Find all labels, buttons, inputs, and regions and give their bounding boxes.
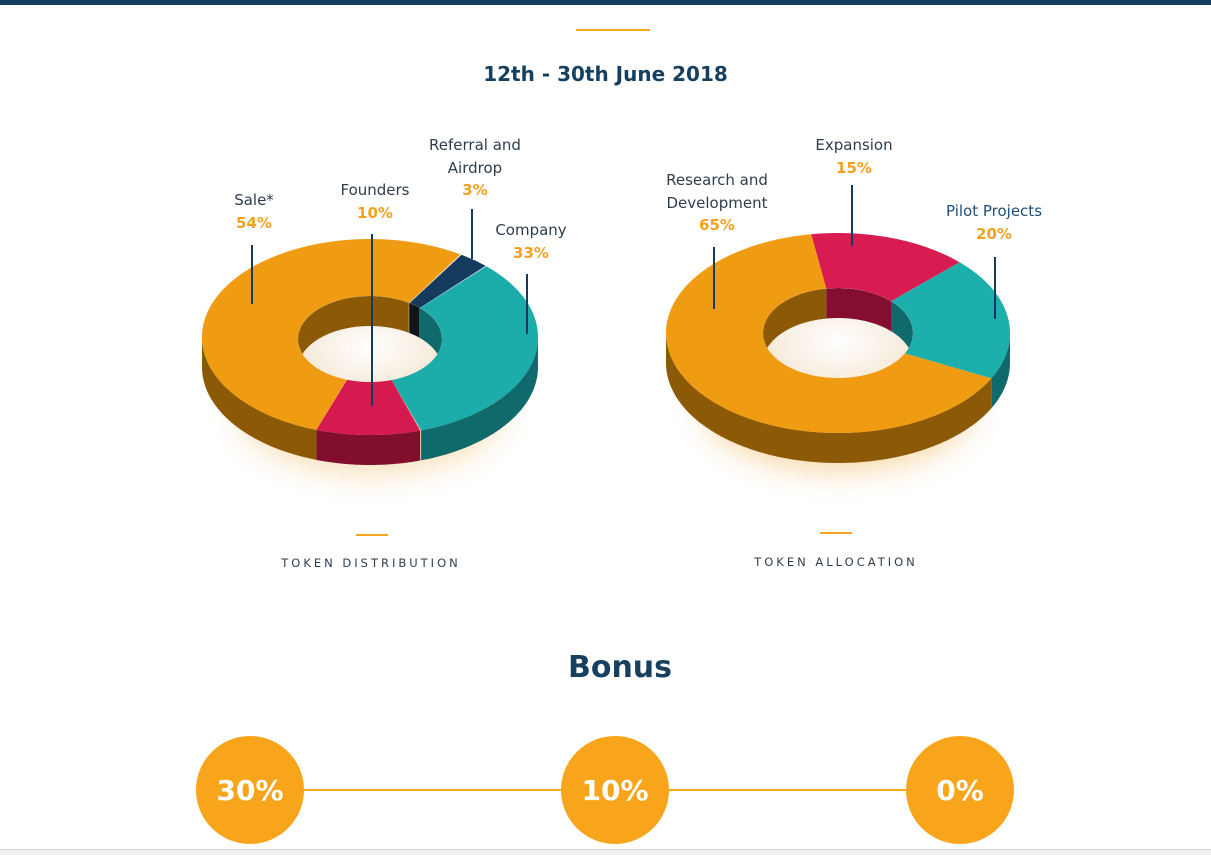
slice-name-line2: Airdrop [447, 158, 503, 177]
slice-side-research-and-development [666, 333, 992, 463]
slice-name: Founders [340, 181, 410, 199]
leader-lines [251, 185, 996, 406]
token-distribution-chart [202, 239, 538, 476]
slice-percent: 10% [357, 203, 393, 222]
token-allocation-chart [666, 233, 1010, 473]
slice-expansion[interactable] [811, 233, 960, 302]
date-range-title: 12th - 30th June 2018 [483, 62, 728, 86]
slice-percent: 15% [836, 158, 872, 177]
chart-caption: TOKEN DISTRIBUTION [281, 556, 461, 570]
slice-sale-[interactable] [202, 239, 461, 430]
slice-name: Company [495, 221, 567, 239]
footer-bar [0, 849, 1211, 855]
slice-founders[interactable] [316, 379, 421, 435]
slice-percent: 65% [699, 216, 735, 234]
slice-side-pilot-projects [991, 333, 1010, 409]
slice-company[interactable] [391, 266, 539, 431]
bonus-tier-1: 30% [196, 736, 304, 844]
slice-referral-and-airdrop[interactable] [409, 254, 486, 308]
label-founders: Founders 10% [340, 179, 409, 224]
slice-name: Sale* [234, 191, 274, 209]
label-pilot: Pilot Projects 20% [946, 200, 1042, 245]
slice-inner-wall [409, 302, 420, 338]
slice-name: Expansion [815, 136, 893, 154]
bonus-title: Bonus [567, 650, 673, 685]
donut-hole [763, 288, 913, 378]
slice-inner-wall [298, 296, 409, 369]
slice-inner-wall [419, 308, 442, 369]
label-research: Research and Development 65% [666, 169, 768, 237]
caption-accent-line [820, 532, 852, 534]
label-sale: Sale* 54% [234, 189, 274, 234]
chart-caption: TOKEN ALLOCATION [754, 555, 918, 569]
slice-side-sale- [202, 337, 317, 460]
slice-inner-wall [763, 288, 827, 363]
slice-percent: 54% [236, 213, 272, 232]
label-expansion: Expansion 15% [815, 134, 892, 179]
slice-name: Pilot Projects [945, 202, 1043, 220]
slice-percent: 3% [462, 181, 488, 199]
slice-name: Referral and [429, 136, 521, 154]
slice-percent: 33% [513, 243, 549, 262]
slice-research-and-development[interactable] [666, 234, 992, 433]
bonus-tier-2: 10% [561, 736, 669, 844]
slice-side-founders [316, 429, 421, 465]
donut-hole [298, 296, 442, 382]
slice-inner-wall [826, 288, 891, 332]
slice-percent: 20% [976, 224, 1012, 243]
slice-name-line2: Development [666, 193, 768, 212]
bonus-tier-3: 0% [906, 736, 1014, 844]
slice-pilot-projects[interactable] [891, 262, 1010, 379]
label-company: Company 33% [495, 219, 566, 264]
slice-inner-wall [891, 301, 913, 363]
label-referral: Referral and Airdrop 3% [429, 134, 521, 202]
top-bar [0, 0, 1211, 5]
caption-accent-line [356, 534, 388, 536]
slice-side-company [421, 337, 538, 461]
slice-name: Research and [666, 171, 768, 189]
title-accent-line [576, 29, 650, 31]
donut-charts [202, 185, 1010, 476]
